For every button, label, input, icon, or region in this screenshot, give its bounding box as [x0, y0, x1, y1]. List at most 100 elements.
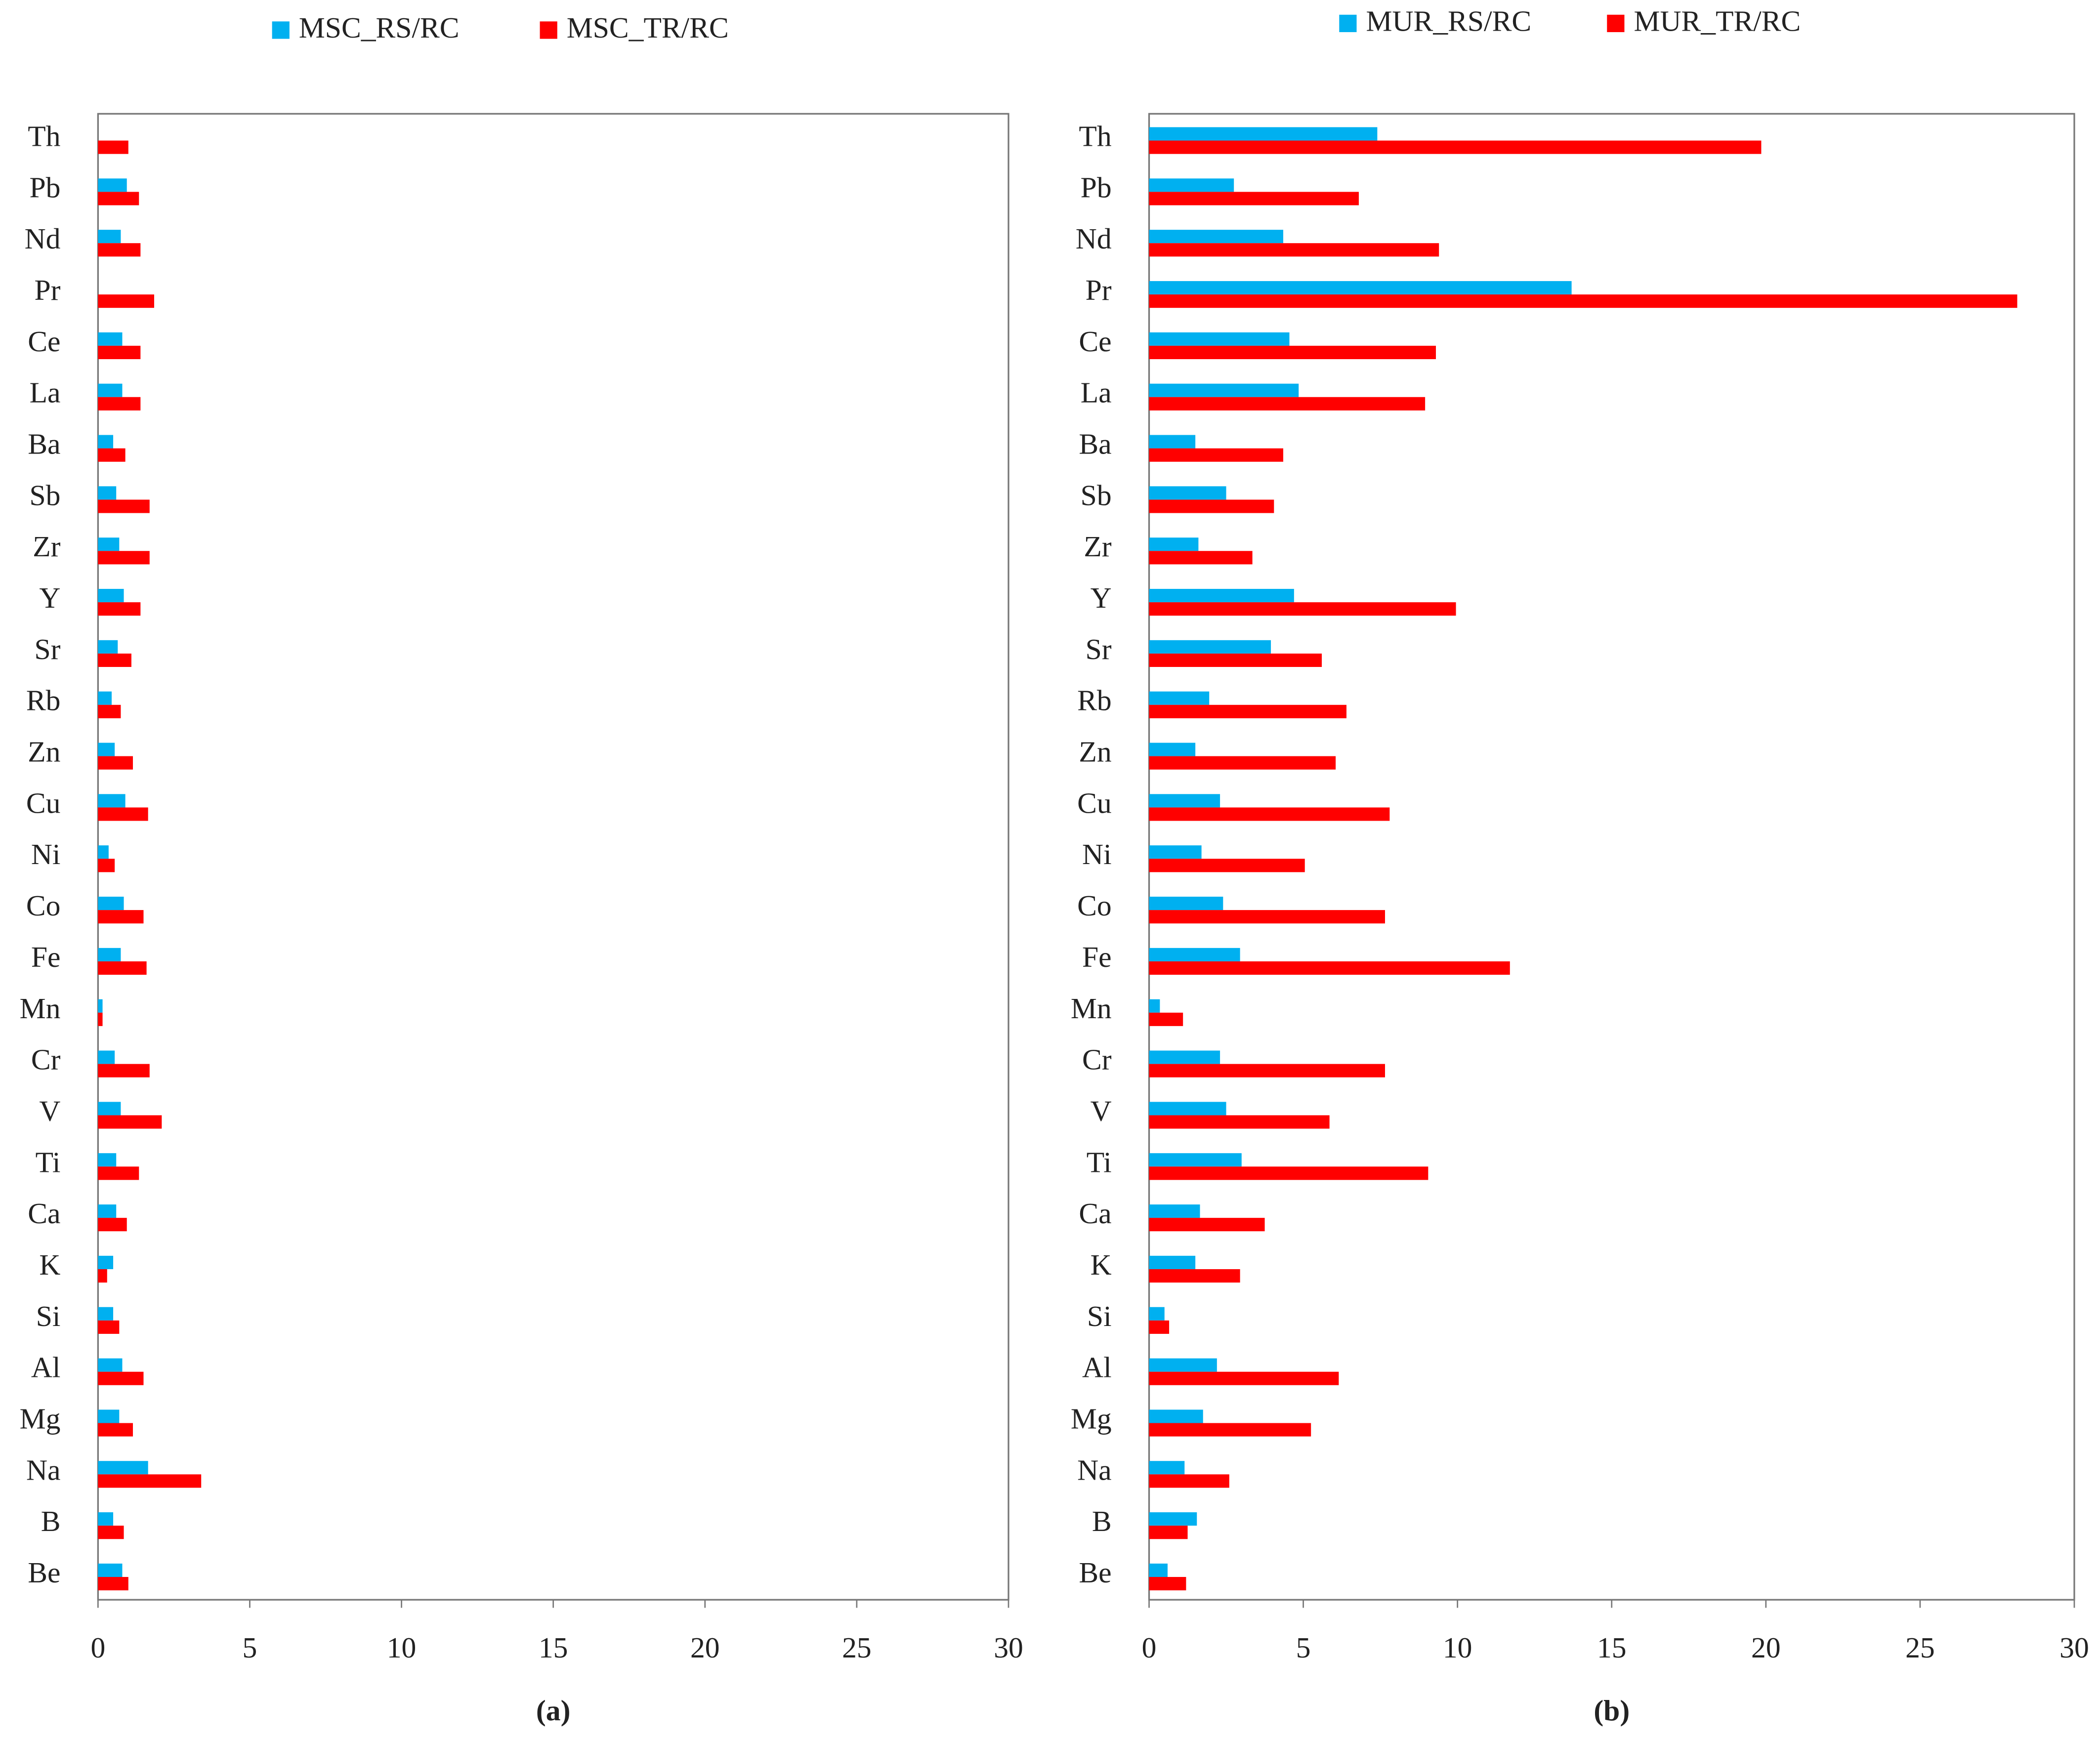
bar [98, 1371, 144, 1385]
bar [1149, 294, 2017, 308]
bar [98, 794, 126, 808]
x-tick-label: 10 [1443, 1631, 1472, 1664]
bar [98, 1563, 123, 1577]
x-tick-label: 5 [1296, 1631, 1311, 1664]
y-tick-label: Zr [33, 530, 60, 563]
y-tick-label: Ca [28, 1197, 60, 1230]
x-tick-label: 30 [994, 1631, 1023, 1664]
bar [98, 332, 123, 346]
bar [1149, 910, 1385, 924]
y-tick-label: Na [1077, 1453, 1112, 1486]
bar [98, 178, 127, 192]
bar [1149, 1153, 1242, 1167]
y-tick-label: Mn [1071, 992, 1112, 1025]
y-tick-label: Th [28, 120, 60, 153]
x-tick-label: 25 [842, 1631, 872, 1664]
bar [1149, 691, 1210, 705]
bar [1149, 1371, 1339, 1385]
bar [1149, 1218, 1265, 1232]
y-tick-label: Ba [1079, 428, 1111, 460]
legend-swatch [540, 21, 557, 39]
bar [1149, 602, 1456, 616]
bar [98, 756, 133, 770]
bar [98, 140, 128, 154]
y-tick-label: Co [1077, 889, 1112, 922]
y-tick-label: Al [31, 1351, 61, 1384]
bar [98, 1012, 103, 1026]
y-tick-label: Mg [20, 1402, 61, 1435]
bar [98, 1358, 123, 1372]
bar [98, 1461, 148, 1475]
x-tick-label: 0 [1142, 1631, 1157, 1664]
bar [98, 1218, 127, 1232]
y-tick-label: Th [1079, 120, 1111, 153]
bar [1149, 1358, 1217, 1372]
bar [98, 1153, 117, 1167]
bar [98, 1307, 114, 1321]
bar [1149, 435, 1196, 449]
y-tick-label: Y [1091, 581, 1112, 614]
y-tick-label: Zr [1084, 530, 1111, 563]
y-tick-label: Fe [31, 941, 61, 973]
y-tick-label: Ba [28, 428, 60, 460]
y-tick-label: Cu [26, 787, 61, 819]
bar [98, 192, 139, 206]
bar [1149, 1474, 1229, 1488]
y-tick-label: Y [39, 581, 60, 614]
bar [98, 1255, 114, 1269]
x-tick-label: 5 [243, 1631, 257, 1664]
bar [98, 743, 115, 756]
y-tick-label: Pr [1086, 274, 1112, 306]
bar [98, 397, 141, 411]
bar [98, 345, 141, 359]
caption: (a) [536, 1694, 571, 1727]
bar [1149, 1461, 1185, 1475]
y-tick-label: K [39, 1248, 60, 1281]
bar [1149, 1166, 1428, 1180]
y-tick-label: B [41, 1505, 61, 1537]
y-tick-label: La [30, 376, 61, 409]
bar [98, 704, 121, 718]
y-tick-label: Rb [26, 684, 61, 717]
bar [1149, 1064, 1385, 1077]
legend-label: MUR_RS/RC [1366, 4, 1532, 37]
x-tick-label: 30 [2059, 1631, 2089, 1664]
bar [98, 383, 123, 397]
bar [98, 1269, 107, 1283]
bar [98, 448, 126, 462]
y-tick-label: V [1091, 1094, 1112, 1127]
bar [98, 1474, 202, 1488]
bar [1149, 1563, 1168, 1577]
bar [98, 230, 121, 244]
y-tick-label: Ti [36, 1146, 61, 1178]
y-tick-label: V [39, 1094, 60, 1127]
legend-label: MSC_TR/RC [567, 11, 729, 44]
y-tick-label: Nd [1076, 222, 1112, 255]
bar [98, 910, 144, 924]
bar [98, 999, 103, 1013]
bar [1149, 1307, 1165, 1321]
y-tick-label: Ce [1079, 325, 1111, 358]
y-tick-label: Cu [1077, 787, 1112, 819]
bar [98, 588, 124, 603]
y-tick-label: Be [28, 1556, 60, 1589]
bar [1149, 1409, 1203, 1423]
bar [1149, 794, 1220, 808]
bar [98, 243, 141, 257]
bar [1149, 1526, 1188, 1539]
y-tick-label: B [1092, 1505, 1112, 1537]
y-tick-label: Si [1087, 1300, 1112, 1332]
bar [1149, 192, 1359, 206]
bar [98, 691, 112, 705]
y-tick-label: Zn [1079, 736, 1111, 768]
x-tick-label: 20 [690, 1631, 720, 1664]
bar [1149, 845, 1202, 859]
y-tick-label: K [1091, 1248, 1112, 1281]
bar [98, 653, 131, 667]
bar [1149, 948, 1240, 961]
bar [98, 948, 121, 961]
bar [98, 859, 115, 872]
bar [1149, 704, 1346, 718]
bar [1149, 1050, 1220, 1064]
bar [1149, 383, 1299, 397]
